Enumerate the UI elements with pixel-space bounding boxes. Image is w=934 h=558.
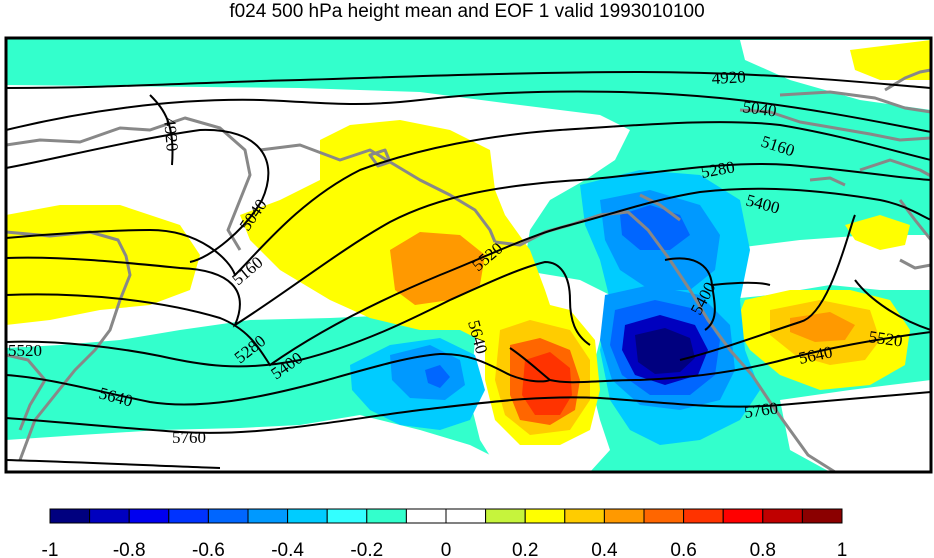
colorbar-tick-label: 0.6	[670, 540, 696, 558]
contour-label: 5520	[8, 341, 42, 360]
colorbar-tick-label: -0.4	[271, 540, 304, 558]
colorbar-swatch	[564, 508, 605, 524]
eof-shading	[6, 38, 931, 472]
colorbar-swatch	[89, 508, 130, 524]
contour-5160	[6, 121, 931, 277]
colorbar-swatch	[603, 508, 645, 524]
colorbar-swatch	[683, 508, 724, 524]
eof-positive-region	[850, 40, 931, 80]
colorbar-swatch	[485, 508, 526, 524]
colorbar-tick-label: -0.6	[192, 540, 225, 558]
contour-4920	[6, 70, 931, 89]
colorbar-tick-label: -0.8	[113, 540, 146, 558]
colorbar-swatch	[49, 508, 91, 524]
height-contours	[6, 70, 931, 469]
contour-label: 5760	[743, 398, 779, 422]
coastline	[739, 108, 931, 142]
contour-label: 4920	[711, 67, 746, 88]
colorbar-swatch	[643, 508, 685, 524]
colorbar-tick-label: -1	[42, 540, 59, 558]
colorbar-ticks: -1 -0.8 -0.6 -0.4 -0.2 0 0.2 0.4 0.6 0.8 1	[42, 540, 848, 558]
contour-5400	[6, 187, 931, 367]
colorbar-swatch	[524, 508, 566, 524]
contour-5880	[6, 459, 221, 469]
coastline	[639, 193, 681, 222]
eof-negative-region	[425, 365, 450, 388]
colorbar-tick-label: -0.2	[350, 540, 383, 558]
colorbar-tick-label: 0.4	[591, 540, 618, 558]
colorbar-swatch	[128, 508, 170, 524]
coastline	[859, 158, 931, 178]
coastline	[779, 90, 931, 114]
colorbar-swatch	[366, 508, 407, 524]
eof-positive-region	[845, 215, 910, 250]
coastline	[899, 258, 931, 270]
eof-negative-core	[635, 328, 695, 374]
contour-5760	[6, 391, 931, 434]
colorbar-swatch	[207, 508, 249, 524]
coastline	[809, 176, 846, 187]
colorbar-tick-label: 0.8	[750, 540, 776, 558]
colorbar-swatch	[445, 508, 487, 524]
contour-label: 5040	[741, 97, 777, 121]
coastline	[368, 148, 392, 168]
contour-5640	[6, 331, 931, 406]
colorbar-tick-label: 1	[837, 540, 848, 558]
contour-5040	[6, 90, 931, 133]
contour-label: 5760	[172, 428, 206, 447]
map-title: f024 500 hPa height mean and EOF 1 valid…	[229, 1, 705, 22]
contour-4920-west	[149, 94, 174, 166]
plot-frame	[4, 36, 933, 474]
contour-label: 4920	[160, 117, 182, 153]
colorbar-swatch	[722, 508, 764, 524]
contour-label: 5520	[867, 327, 903, 351]
colorbar-swatch	[405, 508, 447, 524]
eof-white-region	[6, 415, 520, 472]
contour-5400-east	[711, 281, 771, 286]
coastline	[6, 116, 252, 251]
colorbar-swatch	[247, 508, 289, 524]
contour-5520	[6, 260, 591, 368]
eof-white-region	[780, 380, 931, 472]
colorbar-swatch	[326, 508, 368, 524]
colorbar-tick-label: 0	[441, 540, 452, 558]
colorbar-swatch	[287, 508, 328, 524]
colorbar-swatch	[168, 508, 209, 524]
colorbar-swatch	[762, 508, 803, 524]
contour-5520-east	[679, 214, 931, 361]
colorbar-swatch	[801, 508, 843, 524]
contour-5040-inner	[6, 128, 270, 263]
colorbar	[49, 508, 843, 524]
eof-positive-region	[240, 120, 560, 360]
colorbar-tick-label: 0.2	[512, 540, 538, 558]
contour-5280	[6, 162, 931, 328]
coastline	[259, 143, 497, 243]
